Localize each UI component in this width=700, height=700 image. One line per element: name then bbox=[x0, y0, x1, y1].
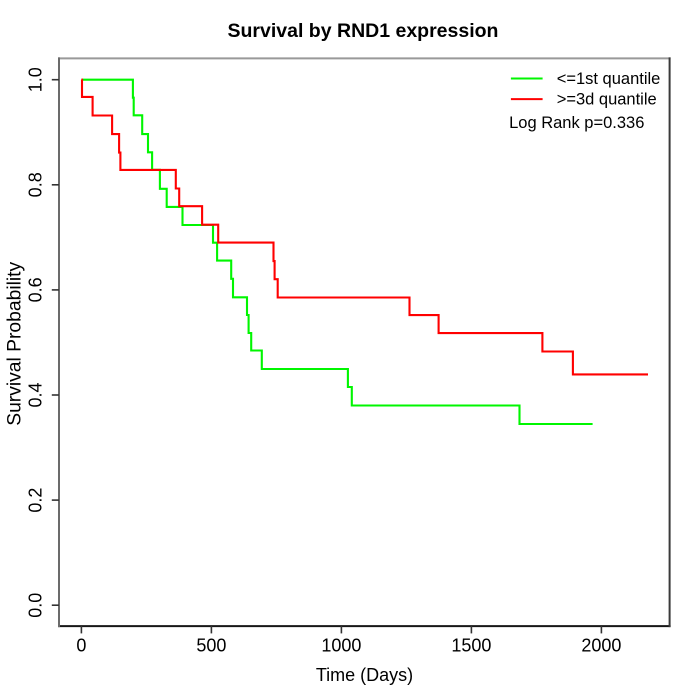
svg-text:Survival Probability: Survival Probability bbox=[5, 261, 26, 425]
svg-text:0: 0 bbox=[76, 636, 86, 656]
svg-text:500: 500 bbox=[196, 636, 226, 656]
svg-text:0.8: 0.8 bbox=[26, 172, 46, 197]
svg-text:1500: 1500 bbox=[451, 636, 491, 656]
svg-text:0.0: 0.0 bbox=[26, 593, 46, 618]
svg-text:0.2: 0.2 bbox=[26, 488, 46, 513]
svg-text:1.0: 1.0 bbox=[26, 67, 46, 92]
svg-text:Log Rank p=0.336: Log Rank p=0.336 bbox=[509, 114, 644, 132]
svg-text:0.4: 0.4 bbox=[26, 382, 46, 407]
svg-text:1000: 1000 bbox=[321, 636, 361, 656]
svg-text:Survival by RND1 expression: Survival by RND1 expression bbox=[228, 20, 499, 42]
svg-text:<=1st quantile: <=1st quantile bbox=[557, 70, 661, 88]
svg-text:2000: 2000 bbox=[581, 636, 621, 656]
svg-text:0.6: 0.6 bbox=[26, 277, 46, 302]
svg-text:Time (Days): Time (Days) bbox=[316, 665, 413, 685]
svg-text:>=3d quantile: >=3d quantile bbox=[557, 91, 657, 109]
